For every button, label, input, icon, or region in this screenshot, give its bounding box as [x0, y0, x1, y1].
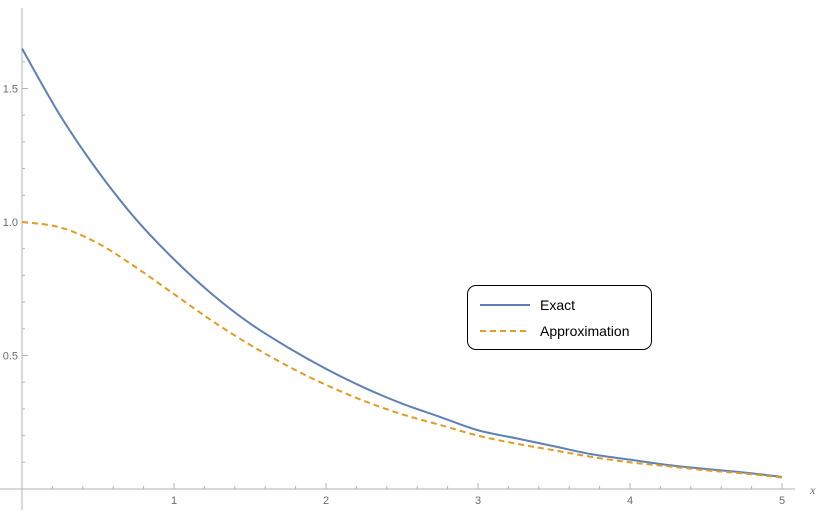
x-tick-label: 1 [171, 495, 177, 507]
x-axis-label: x [809, 483, 816, 497]
legend-item-approximation: Approximation [468, 321, 630, 341]
y-tick-label: 0.5 [3, 351, 18, 363]
x-tick-label: 2 [323, 495, 329, 507]
x-tick-label: 3 [475, 495, 481, 507]
legend-item-exact: Exact [468, 295, 575, 315]
axes: 1 2 3 4 5 0.5 1.0 1.5 [0, 8, 795, 510]
series-layer [21, 47, 783, 479]
legend-label-exact: Exact [540, 297, 576, 313]
series-line-approximation [21, 221, 783, 479]
legend-swatch-exact [480, 304, 530, 306]
legend: Exact Approximation [467, 285, 652, 350]
x-tick-label: 4 [627, 495, 633, 507]
y-tick-label: 1.0 [3, 217, 18, 229]
x-tick-label: 5 [779, 495, 785, 507]
series-line-exact [21, 47, 783, 478]
legend-label-approximation: Approximation [540, 323, 630, 339]
y-tick-label: 1.5 [3, 84, 18, 96]
legend-swatch-approximation [480, 330, 530, 332]
